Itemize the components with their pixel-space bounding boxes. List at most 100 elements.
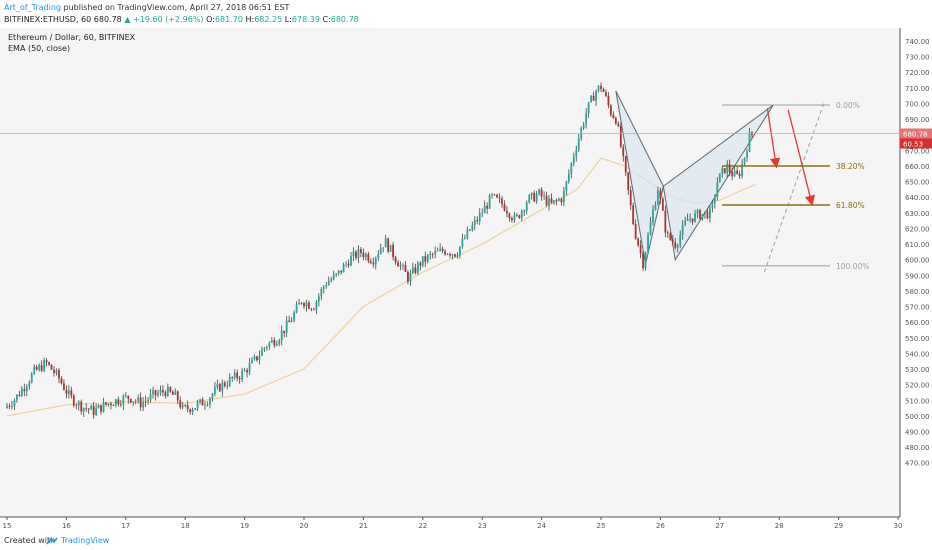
candle-body [560, 199, 563, 203]
tradingview-brand[interactable]: TradingView [61, 536, 110, 545]
candle-body [38, 365, 41, 370]
y-tick-label: 520.00 [905, 382, 930, 390]
candle-body [117, 399, 120, 405]
x-tick-label: 29 [834, 522, 843, 530]
candle-body [176, 391, 179, 401]
candle-body [466, 229, 469, 239]
candle-body [713, 197, 716, 204]
candle-body [8, 405, 11, 407]
candle-body [209, 398, 211, 405]
price-chart[interactable]: 470.00 480.00 490.00 500.00 510.00 520.00 530.… [0, 28, 932, 533]
candle-body [290, 320, 293, 323]
candle-body [684, 220, 687, 225]
candle-body [347, 263, 350, 266]
candle-body [122, 396, 125, 405]
candle-body [439, 248, 442, 251]
candle-body [468, 229, 471, 231]
candle-body [181, 405, 184, 408]
candle-body [303, 303, 305, 307]
candle-body [317, 296, 320, 302]
candle-body [459, 246, 461, 256]
x-tick-label: 21 [359, 522, 368, 530]
candle-body [221, 382, 224, 392]
candle-body [102, 402, 105, 412]
x-tick-label: 30 [894, 522, 903, 530]
candle-body [77, 401, 80, 406]
candle-body [268, 342, 271, 348]
candle-body [231, 377, 234, 378]
candle-body [679, 234, 682, 246]
author-link[interactable]: Art_of_Trading [4, 3, 61, 12]
x-tick-label: 22 [418, 522, 427, 530]
candle-body [233, 372, 236, 378]
candle-body [550, 198, 553, 203]
projection-dashed-line [763, 103, 825, 273]
candle-body [184, 405, 187, 406]
candle-body [305, 302, 308, 307]
candle-body [704, 211, 706, 214]
price-axis[interactable] [900, 28, 932, 533]
ema-badge [900, 138, 932, 149]
candle-body [280, 330, 283, 341]
candle-body [412, 267, 414, 273]
y-tick-label: 740.00 [905, 38, 930, 46]
candle-body [436, 250, 439, 252]
candle-body [144, 400, 147, 403]
candle-body [320, 289, 323, 297]
candle-body [515, 214, 518, 216]
x-tick-label: 20 [300, 522, 309, 530]
candle-body [298, 302, 300, 305]
candle-body [327, 281, 330, 286]
candle-body [483, 205, 486, 214]
up-arrow-icon: ▲ [124, 15, 131, 24]
candle-body [575, 149, 578, 157]
candle-body [174, 391, 177, 395]
candle-body [275, 343, 278, 346]
candle-body [238, 378, 241, 380]
candle-body [157, 393, 159, 396]
candle-body [451, 254, 454, 256]
fib-label: 38.20% [836, 162, 865, 171]
candle-body [642, 253, 644, 269]
candle-body [85, 407, 88, 409]
candle-body [206, 404, 209, 406]
candle-body [513, 214, 516, 221]
candle-body [166, 387, 169, 397]
candle-body [132, 401, 135, 403]
projection-arrow [787, 109, 815, 206]
y-tick-label: 600.00 [905, 257, 930, 265]
candle-body [30, 373, 33, 383]
fib-retracement[interactable]: 0.00% 38.20% 61.80% 100.00% [722, 101, 869, 271]
candle-body [545, 195, 548, 206]
y-tick-label: 530.00 [905, 366, 930, 374]
last-price-line: 680.78 60.53 [0, 128, 932, 149]
candle-body [139, 397, 142, 408]
candle-body [364, 254, 367, 258]
harmonic-pattern [615, 90, 825, 273]
y-tick-label: 670.00 [905, 147, 930, 155]
pattern-fill-xab [615, 90, 664, 265]
candle-body [508, 213, 511, 219]
candle-body [535, 194, 538, 202]
time-axis[interactable] [0, 517, 900, 533]
candle-body [473, 219, 476, 226]
candle-body [649, 222, 652, 236]
candle-body [523, 210, 526, 212]
candle-body [518, 215, 521, 218]
candle-body [315, 301, 318, 310]
candle-body [300, 302, 303, 304]
candle-body [223, 382, 226, 386]
fib-label: 0.00% [836, 101, 860, 110]
candle-body [461, 238, 464, 247]
candle-body [127, 395, 130, 399]
candle-body [471, 225, 474, 231]
legend-indicator: EMA (50, close) [8, 44, 70, 53]
candle-body [82, 407, 85, 412]
candle-body [738, 173, 741, 177]
candle-body [342, 264, 345, 273]
candle-body [592, 95, 595, 101]
last-price-badge-text: 680.78 [903, 131, 928, 139]
candle-body [731, 172, 734, 177]
candle-body [382, 247, 385, 249]
candle-body [23, 388, 26, 391]
